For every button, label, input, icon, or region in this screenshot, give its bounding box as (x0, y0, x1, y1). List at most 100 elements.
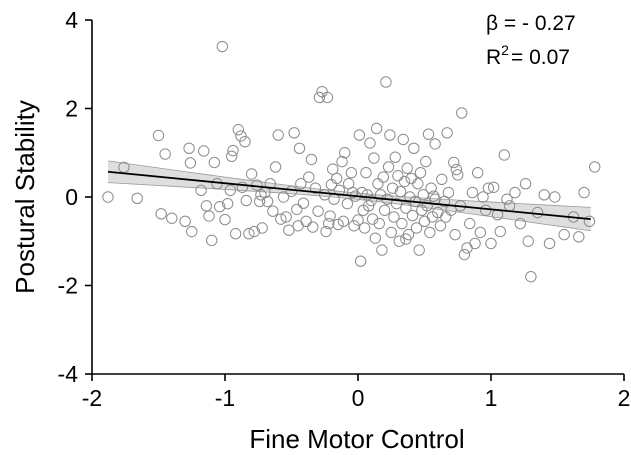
scatter-point (370, 122, 383, 135)
scatter-point (227, 144, 239, 157)
scatter-point (159, 148, 171, 160)
y-tick-label: 4 (65, 7, 78, 33)
scatter-point (522, 235, 534, 247)
scatter-point (498, 149, 510, 161)
scatter-point (385, 226, 397, 239)
scatter-point (320, 225, 332, 238)
scatter-point (374, 189, 387, 201)
scatter-point (390, 197, 403, 210)
scatter-point (373, 217, 385, 230)
scatter-point (366, 213, 379, 225)
scatter-point (377, 171, 389, 183)
scatter-point (332, 218, 344, 231)
scatter-point (131, 192, 143, 205)
beta-annotation: β = - 0.27 (486, 12, 576, 35)
scatter-point (303, 171, 315, 183)
scatter-point (501, 193, 513, 205)
data-points (102, 40, 601, 283)
scatter-point (589, 161, 601, 173)
scatter-point (458, 248, 471, 261)
scatter-point (525, 270, 537, 283)
scatter-point (558, 228, 570, 241)
scatter-point (256, 222, 268, 234)
scatter-point (102, 191, 114, 203)
scatter-point (295, 178, 307, 190)
scatter-point (216, 40, 229, 53)
scatter-point (386, 182, 399, 194)
scatter-point (277, 191, 290, 203)
scatter-point (414, 166, 427, 179)
scatter-point (195, 184, 207, 197)
r2-annotation: R2= 0.07 (486, 42, 570, 69)
x-ticks: -2 -1 0 1 2 (82, 374, 630, 411)
scatter-point (224, 184, 237, 197)
scatter-point (487, 181, 500, 193)
scatter-point (543, 237, 556, 250)
scatter-point (469, 237, 481, 250)
scatter-point (309, 182, 322, 194)
scatter-point (422, 128, 435, 140)
scatter-point (240, 194, 252, 207)
scatter-point (313, 91, 326, 104)
scatter-point (253, 195, 266, 208)
scatter-point (514, 217, 526, 230)
scatter-point (269, 161, 282, 173)
scatter-point (389, 151, 401, 163)
scatter-point (331, 172, 343, 185)
scatter-point (232, 124, 245, 136)
scatter-point (509, 186, 521, 199)
scatter-point (337, 215, 350, 228)
scatter-point (323, 217, 335, 230)
scatter-point (305, 153, 318, 166)
scatter-point (442, 186, 455, 199)
scatter-point (365, 194, 377, 207)
scatter-point (583, 215, 596, 228)
scatter-point (397, 133, 409, 146)
scatter-point (348, 220, 360, 232)
scatter-point (398, 175, 411, 188)
scatter-point (406, 209, 419, 222)
scatter-point (479, 204, 492, 216)
scatter-point (450, 163, 463, 176)
scatter-point (245, 168, 258, 180)
scatter-point (324, 210, 336, 222)
scatter-point (408, 142, 420, 155)
scatter-point (166, 212, 178, 224)
scatter-point (578, 186, 590, 199)
scatter-point (356, 186, 368, 199)
scatter-point (183, 142, 195, 155)
scatter-point (392, 170, 404, 182)
scatter-point (316, 85, 328, 98)
scatter-point (200, 200, 213, 212)
scatter-point (401, 162, 413, 174)
scatter-point (336, 155, 348, 168)
scatter-point (280, 211, 292, 223)
scatter-point (362, 200, 375, 212)
scatter-point (474, 226, 487, 239)
scatter-point (384, 129, 396, 141)
scatter-point (267, 205, 279, 217)
scatter-point (321, 91, 334, 104)
scatter-point (452, 169, 464, 181)
scatter-point (300, 215, 312, 228)
scatter-point (519, 178, 532, 190)
scatter-point (472, 166, 484, 179)
scatter-point (456, 107, 468, 119)
scatter-point (361, 189, 374, 201)
scatter-point (410, 222, 423, 234)
scatter-point (236, 181, 248, 193)
scatter-point (369, 232, 381, 244)
scatter-point (152, 129, 165, 142)
scatter-point (206, 234, 218, 247)
regression-layer (107, 170, 591, 221)
scatter-point (376, 244, 388, 256)
scatter-point (420, 155, 432, 168)
scatter-point (198, 145, 210, 157)
scatter-point (239, 135, 251, 148)
x-tick-label: -2 (82, 385, 102, 411)
scatter-point (393, 235, 405, 247)
scatter-point (360, 166, 372, 179)
scatter-point (358, 222, 371, 234)
scatter-point (261, 195, 274, 208)
regression-line (107, 170, 591, 221)
